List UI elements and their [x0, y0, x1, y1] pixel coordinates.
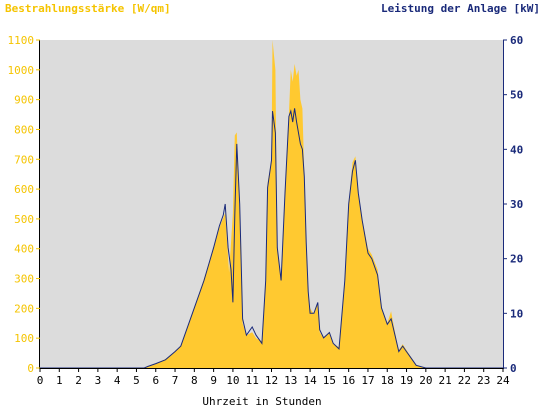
y-left-tick-label: 800	[14, 123, 34, 136]
y-right-tick-label: 10	[510, 307, 523, 320]
x-tick-label: 11	[246, 374, 259, 387]
x-tick-label: 15	[323, 374, 336, 387]
y-right-tick-label: 20	[510, 253, 523, 266]
x-tick-label: 14	[303, 374, 317, 387]
x-tick-label: 12	[265, 374, 278, 387]
right-axis-title: Leistung der Anlage [kW]	[381, 2, 540, 15]
x-tick-label: 10	[226, 374, 239, 387]
left-axis-title: Bestrahlungsstärke [W/qm]	[5, 2, 171, 15]
x-tick-label: 6	[152, 374, 159, 387]
y-left-tick-label: 600	[14, 183, 34, 196]
y-right-tick-label: 30	[510, 198, 523, 211]
y-right-tick-label: 50	[510, 89, 523, 102]
x-tick-label: 16	[342, 374, 355, 387]
x-tick-label: 3	[95, 374, 102, 387]
x-tick-label: 5	[133, 374, 140, 387]
y-left-tick-label: 1100	[8, 34, 35, 47]
y-left-tick-label: 200	[14, 302, 34, 315]
y-left-tick-label: 1000	[8, 64, 35, 77]
y-left-tick-label: 100	[14, 332, 34, 345]
y-right-tick-label: 0	[510, 362, 517, 375]
x-axis-title: Uhrzeit in Stunden	[202, 395, 321, 408]
y-left-tick-label: 900	[14, 94, 34, 107]
y-right-tick-label: 40	[510, 143, 523, 156]
x-tick-label: 17	[361, 374, 374, 387]
x-tick-label: 7	[172, 374, 179, 387]
y-right-tick-label: 60	[510, 34, 523, 47]
x-tick-label: 9	[210, 374, 217, 387]
y-left-tick-label: 700	[14, 153, 34, 166]
power-line	[40, 108, 503, 369]
x-tick-label: 4	[114, 374, 121, 387]
x-tick-label: 20	[419, 374, 432, 387]
x-tick-label: 8	[191, 374, 198, 387]
x-tick-label: 1	[56, 374, 63, 387]
y-left-tick-label: 300	[14, 273, 34, 286]
x-tick-label: 2	[75, 374, 82, 387]
x-tick-label: 18	[381, 374, 394, 387]
y-left-tick-label: 500	[14, 213, 34, 226]
x-tick-label: 24	[496, 374, 510, 387]
irradiance-area	[40, 40, 503, 368]
x-tick-label: 13	[284, 374, 297, 387]
x-tick-label: 23	[477, 374, 490, 387]
x-tick-label: 22	[458, 374, 471, 387]
y-left-tick-label: 400	[14, 243, 34, 256]
y-left-tick-label: 0	[27, 362, 34, 375]
x-tick-label: 0	[37, 374, 44, 387]
x-tick-label: 19	[400, 374, 413, 387]
x-tick-label: 21	[439, 374, 452, 387]
